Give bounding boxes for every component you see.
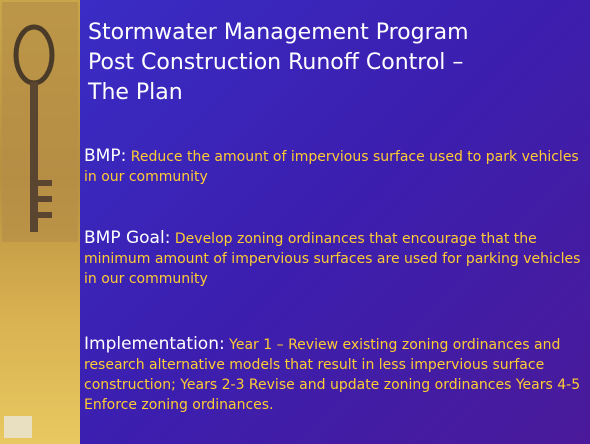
section-label: Implementation: (84, 334, 225, 354)
title-line: Post Construction Runoff Control – (88, 48, 578, 78)
section-text: Reduce the amount of impervious surface … (84, 149, 579, 185)
title: Stormwater Management Program Post Const… (88, 18, 578, 108)
decor-strip (0, 0, 80, 444)
key-image (0, 0, 80, 444)
section: BMP: Reduce the amount of impervious sur… (84, 146, 588, 187)
section-label: BMP Goal: (84, 228, 170, 248)
section: BMP Goal: Develop zoning ordinances that… (84, 228, 588, 289)
title-line: The Plan (88, 78, 578, 108)
slide: Stormwater Management Program Post Const… (0, 0, 590, 444)
section: Implementation: Year 1 – Review existing… (84, 334, 588, 415)
section-label: BMP: (84, 146, 126, 166)
title-line: Stormwater Management Program (88, 18, 578, 48)
